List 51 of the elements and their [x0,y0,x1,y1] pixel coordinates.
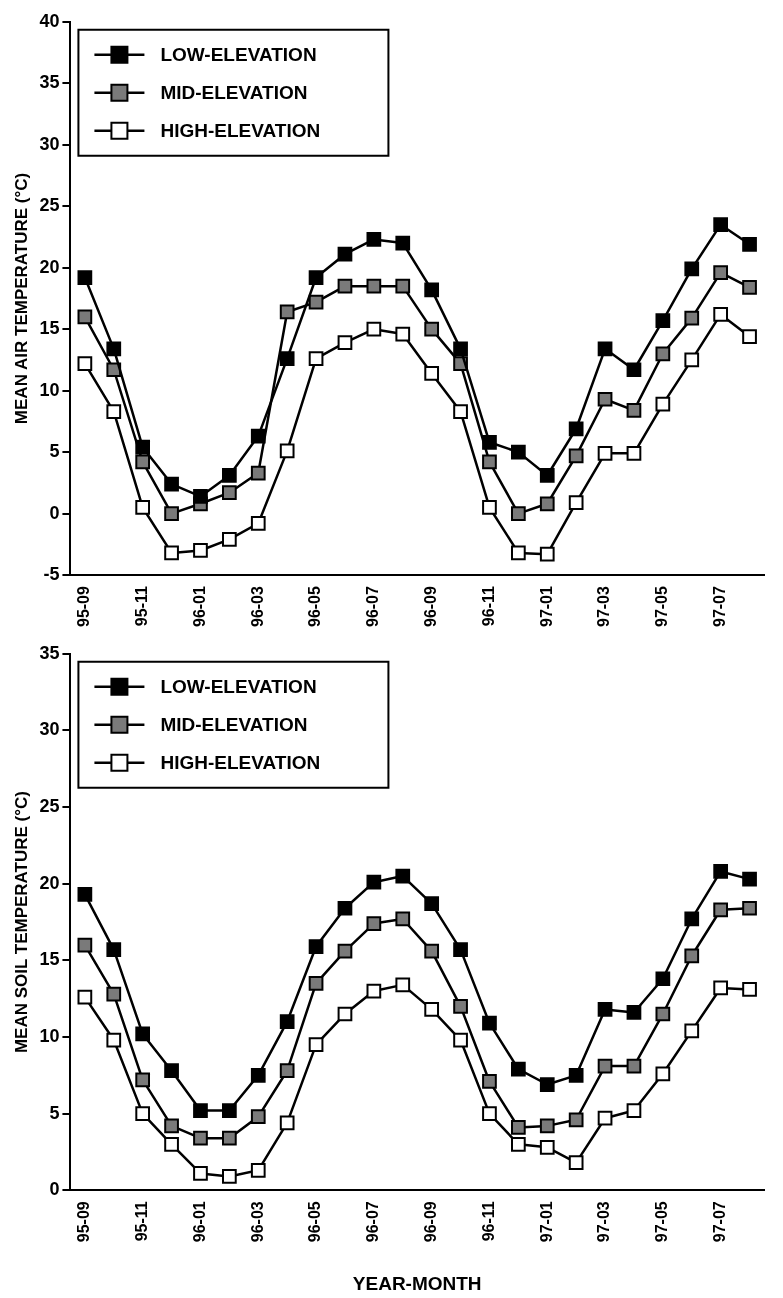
y-tick-label: 10 [39,379,60,400]
x-tick-label: 97-07 [711,1201,729,1243]
x-tick-label: 96-01 [190,585,208,627]
y-axis-title: MEAN SOIL TEMPERATURE (°C) [11,790,31,1054]
x-tick-label: 97-05 [653,585,671,627]
x-tick-label: 96-09 [422,1201,440,1243]
y-axis-title: MEAN AIR TEMPERATURE (°C) [11,172,31,425]
x-tick-label: 96-11 [479,585,497,627]
y-tick-label: 20 [39,872,60,893]
x-tick-label: 96-03 [248,1201,266,1243]
y-tick-label: -5 [43,564,60,585]
y-tick-label: 20 [39,256,60,277]
x-tick-label: 96-05 [306,1201,324,1243]
y-tick-label: 35 [39,642,60,663]
x-tick-label: 96-03 [248,585,266,627]
y-tick-label: 40 [39,10,60,31]
y-tick-label: 25 [39,796,60,817]
y-tick-label: 5 [49,441,60,462]
x-tick-label: 96-05 [306,585,324,627]
x-tick-label: 96-01 [190,1201,208,1243]
y-tick-label: 25 [39,195,60,216]
x-tick-label: 97-03 [595,585,613,627]
y-tick-label: 15 [39,318,60,339]
y-tick-label: 5 [49,1102,60,1123]
y-tick-label: 0 [49,502,60,523]
y-tick-label: 35 [39,72,60,93]
legend-label: MID-ELEVATION [160,714,308,736]
x-tick-label: 95-09 [75,585,93,627]
y-tick-label: 30 [39,719,60,740]
x-tick-label: 97-01 [537,1201,555,1243]
y-tick-label: 0 [49,1179,60,1200]
legend-label: MID-ELEVATION [160,82,308,104]
x-tick-label: 96-11 [479,1201,497,1242]
legend-label: HIGH-ELEVATION [160,752,321,774]
x-tick-label: 97-07 [711,585,729,627]
x-tick-label: 96-07 [364,585,382,627]
legend-label: LOW-ELEVATION [160,676,317,698]
x-axis-title: YEAR-MONTH [352,1272,482,1294]
x-tick-label: 97-05 [653,1201,671,1243]
x-tick-label: 95-11 [133,1201,151,1242]
y-tick-label: 30 [39,133,60,154]
x-tick-label: 95-09 [75,1201,93,1243]
x-tick-label: 97-01 [537,585,555,627]
y-tick-label: 15 [39,949,60,970]
x-tick-label: 96-09 [422,585,440,627]
x-tick-label: 95-11 [133,585,151,627]
legend-label: HIGH-ELEVATION [160,120,321,142]
x-tick-label: 96-07 [364,1201,382,1243]
y-tick-label: 10 [39,1025,60,1046]
legend-label: LOW-ELEVATION [160,44,317,66]
x-tick-label: 97-03 [595,1201,613,1243]
